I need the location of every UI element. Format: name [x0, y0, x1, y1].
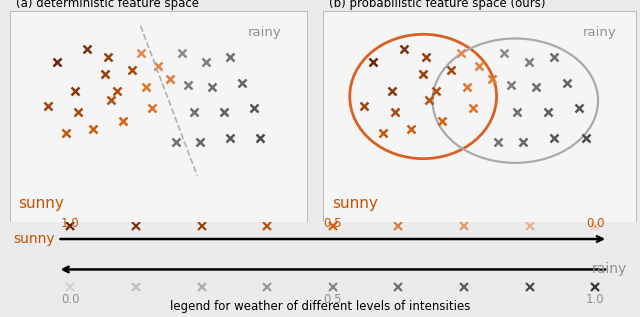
Text: 0.0: 0.0	[586, 217, 604, 230]
Text: 0.5: 0.5	[324, 217, 342, 230]
Text: 0.0: 0.0	[61, 293, 79, 307]
Text: (a) deterministic feature space: (a) deterministic feature space	[15, 0, 198, 10]
Text: sunny: sunny	[13, 232, 54, 246]
Text: 1.0: 1.0	[586, 293, 605, 307]
Text: 1.0: 1.0	[61, 217, 80, 230]
Text: legend for weather of different levels of intensities: legend for weather of different levels o…	[170, 300, 470, 313]
Text: (b) probabilistic feature space (ours): (b) probabilistic feature space (ours)	[330, 0, 546, 10]
Text: rainy: rainy	[582, 26, 616, 39]
Text: rainy: rainy	[248, 26, 282, 39]
Text: 0.5: 0.5	[324, 293, 342, 307]
Text: rainy: rainy	[592, 262, 627, 276]
Text: sunny: sunny	[333, 196, 378, 211]
Text: sunny: sunny	[19, 196, 65, 211]
